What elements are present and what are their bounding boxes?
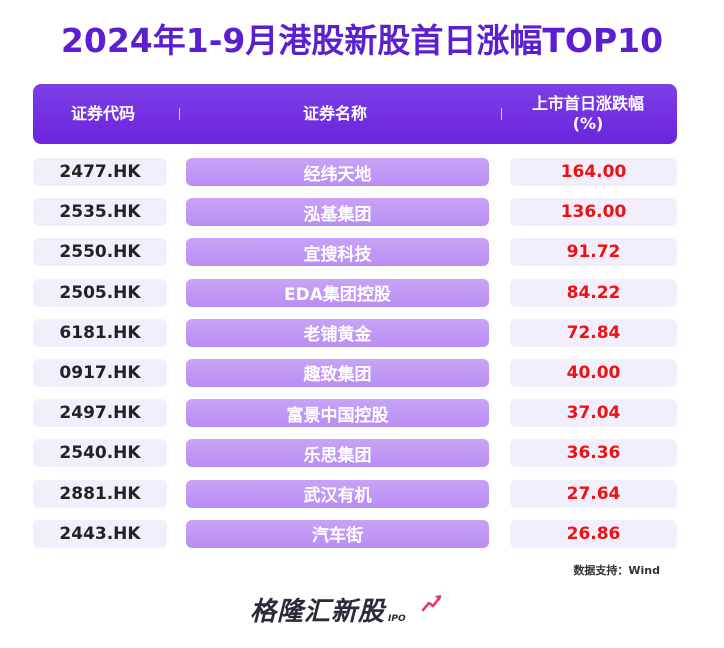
header-name: 证券名称	[302, 104, 367, 123]
logo-text: 格隆汇新股	[250, 597, 386, 627]
table-header: 证券代码 证券名称 上市首日涨跌幅 (%)	[33, 84, 677, 144]
first-day-change: 136.00	[510, 198, 677, 227]
table-body: 2477.HK 经纬天地 164.00 2535.HK 泓基集团 136.00 …	[33, 158, 677, 560]
table-row: 2550.HK 宜搜科技 91.72	[33, 238, 677, 267]
stock-code: 6181.HK	[33, 318, 167, 347]
header-change-line1: 上市首日涨跌幅	[531, 94, 644, 113]
table-row: 2881.HK 武汉有机 27.64	[33, 479, 677, 508]
brand-logo: 格隆汇新股 IPO	[250, 590, 480, 630]
stock-name: 乐思集团	[186, 439, 489, 468]
stock-code: 2477.HK	[33, 158, 167, 186]
header-divider	[179, 108, 180, 120]
data-source: 数据支持：Wind	[573, 564, 660, 577]
stock-code: 2443.HK	[33, 519, 167, 548]
first-day-change: 72.84	[510, 318, 677, 347]
stock-name: 趣致集团	[186, 358, 489, 387]
first-day-change: 27.64	[510, 479, 677, 508]
stock-code: 0917.HK	[33, 358, 167, 387]
header-change-line2: (%)	[572, 114, 604, 133]
trend-arrow-icon	[422, 595, 442, 612]
stock-name: 经纬天地	[186, 158, 489, 186]
stock-name: 宜搜科技	[186, 238, 489, 267]
header-code: 证券代码	[70, 104, 135, 123]
table-row: 0917.HK 趣致集团 40.00	[33, 358, 677, 387]
stock-name: 汽车街	[186, 519, 489, 548]
logo-suffix: IPO	[388, 614, 406, 624]
table-row: 2443.HK 汽车街 26.86	[33, 519, 677, 548]
header-divider	[501, 108, 502, 120]
table-row: 2497.HK 富景中国控股 37.04	[33, 399, 677, 428]
first-day-change: 26.86	[510, 519, 677, 548]
table-row: 2535.HK 泓基集团 136.00	[33, 198, 677, 227]
stock-name: EDA集团控股	[186, 278, 489, 307]
stock-code: 2550.HK	[33, 238, 167, 267]
stock-code: 2540.HK	[33, 439, 167, 468]
table-row: 6181.HK 老铺黄金 72.84	[33, 318, 677, 347]
stock-name: 老铺黄金	[186, 318, 489, 347]
stock-name: 武汉有机	[186, 479, 489, 508]
header-change: 上市首日涨跌幅 (%)	[503, 84, 673, 144]
table-row: 2540.HK 乐思集团 36.36	[33, 439, 677, 468]
page-title: 2024年1-9月港股新股首日涨幅TOP10	[60, 21, 664, 60]
first-day-change: 36.36	[510, 439, 677, 468]
first-day-change: 84.22	[510, 278, 677, 307]
stock-name: 富景中国控股	[186, 399, 489, 428]
first-day-change: 40.00	[510, 358, 677, 387]
first-day-change: 91.72	[510, 238, 677, 267]
stock-name: 泓基集团	[186, 198, 489, 227]
stock-code: 2497.HK	[33, 399, 167, 428]
first-day-change: 37.04	[510, 399, 677, 428]
stock-code: 2505.HK	[33, 278, 167, 307]
table-row: 2505.HK EDA集团控股 84.22	[33, 278, 677, 307]
first-day-change: 164.00	[510, 158, 677, 186]
stock-code: 2535.HK	[33, 198, 167, 227]
stock-code: 2881.HK	[33, 479, 167, 508]
table-row: 2477.HK 经纬天地 164.00	[33, 158, 677, 186]
